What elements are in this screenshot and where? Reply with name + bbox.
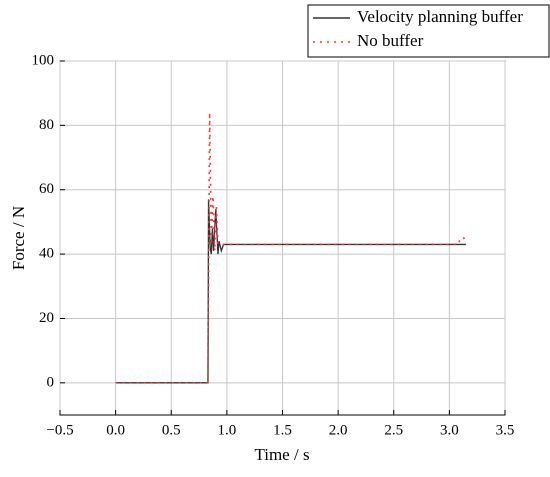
x-tick-label: 1.0 xyxy=(218,422,237,438)
y-tick-label: 100 xyxy=(32,52,55,68)
data-line xyxy=(115,199,467,384)
x-tick-label: 0.5 xyxy=(162,422,181,438)
y-axis-label: Force / N xyxy=(9,206,28,270)
y-tick-label: 40 xyxy=(39,246,54,262)
legend-box xyxy=(307,4,550,58)
y-tick-label: 20 xyxy=(39,310,54,326)
legend-label: Velocity planning buffer xyxy=(357,7,523,26)
x-axis-label: Time / s xyxy=(254,445,309,464)
data-line xyxy=(115,112,467,384)
x-tick-label: 3.5 xyxy=(496,422,515,438)
x-tick-label: −0.5 xyxy=(46,422,73,438)
x-tick-label: 0.0 xyxy=(106,422,125,438)
y-tick-label: 80 xyxy=(39,117,54,133)
x-tick-label: 2.0 xyxy=(329,422,348,438)
y-tick-label: 60 xyxy=(39,181,54,197)
x-tick-label: 2.5 xyxy=(384,422,403,438)
y-tick-label: 0 xyxy=(47,374,55,390)
x-tick-label: 1.5 xyxy=(273,422,292,438)
x-tick-label: 3.0 xyxy=(440,422,459,438)
legend-label: No buffer xyxy=(357,31,424,50)
